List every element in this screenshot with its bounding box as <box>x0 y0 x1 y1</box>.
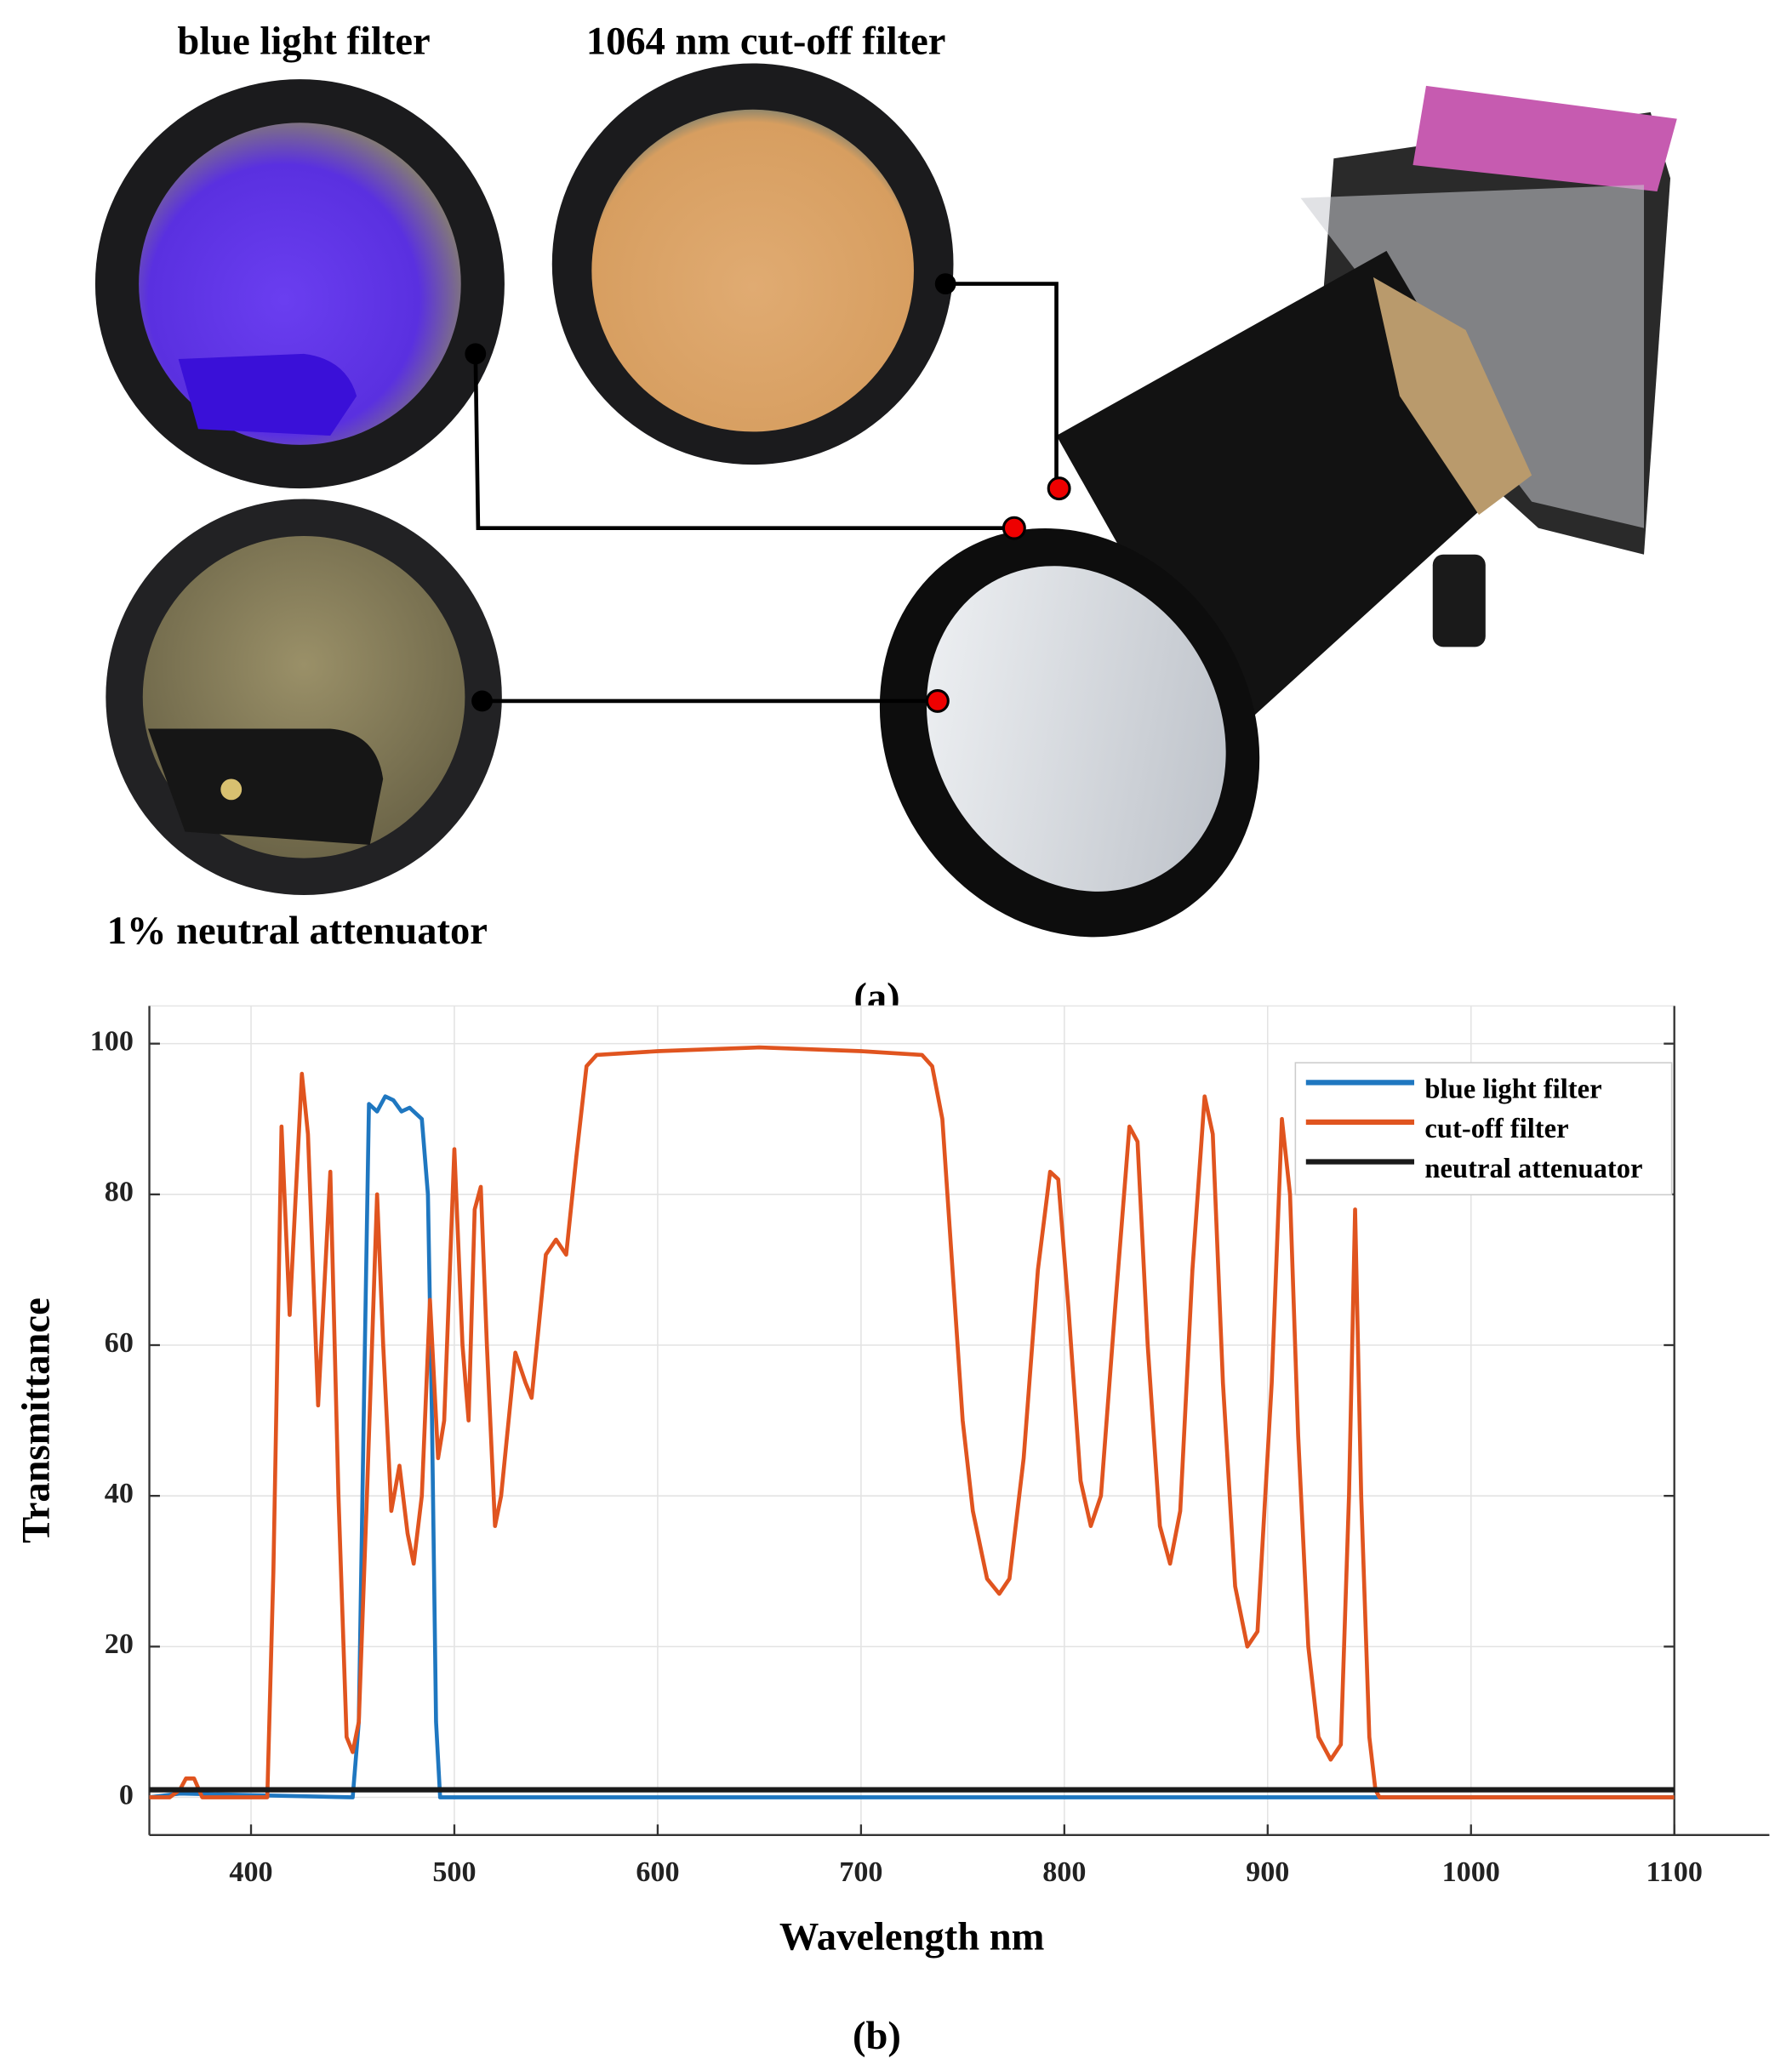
filter-glass <box>591 109 914 432</box>
x-axis-title: Wavelength nm <box>779 1916 1045 1959</box>
y-tick-label: 0 <box>119 1779 134 1811</box>
label: 1064 nm cut-off filter <box>586 20 946 63</box>
x-tick-label: 1000 <box>1442 1856 1500 1888</box>
legend-label: blue light filter <box>1424 1075 1601 1105</box>
lens-ring <box>1373 277 1532 516</box>
y-tick-label: 20 <box>105 1628 134 1660</box>
series-line <box>149 1045 1675 1799</box>
camera-back <box>1412 85 1677 191</box>
x-tick-label: 500 <box>432 1856 476 1888</box>
dot <box>465 343 487 365</box>
panel-label: (b) <box>853 2015 901 2058</box>
connector <box>945 282 1059 489</box>
y-tick-label: 100 <box>90 1025 134 1057</box>
series-line <box>149 1094 1675 1799</box>
dot <box>934 273 956 295</box>
label: blue light filter <box>177 20 430 63</box>
label: 1% neutral attenuator <box>107 910 488 953</box>
y-tick-label: 80 <box>105 1177 134 1208</box>
y-tick-label: 40 <box>105 1478 134 1509</box>
legend-label: cut-off filter <box>1424 1114 1568 1144</box>
x-tick-label: 800 <box>1042 1856 1086 1888</box>
connector <box>473 353 1014 530</box>
dot <box>925 688 950 713</box>
x-tick-label: 1100 <box>1646 1856 1703 1888</box>
reflection <box>178 353 357 436</box>
dot <box>471 690 493 712</box>
legend-label: neutral attenuator <box>1424 1154 1642 1184</box>
lens-glass <box>926 566 1226 892</box>
reflection <box>220 778 243 801</box>
photo-panel: blue light filter 1064 nm cut-off filter… <box>94 20 1677 2058</box>
x-tick-label: 700 <box>839 1856 882 1888</box>
y-tick-label: 60 <box>105 1327 134 1359</box>
x-tick-label: 900 <box>1246 1856 1289 1888</box>
lens-screw <box>1432 554 1486 647</box>
x-tick-label: 600 <box>636 1856 679 1888</box>
y-axis-title: Transmittance <box>14 1297 58 1543</box>
reflection <box>147 728 384 846</box>
x-tick-label: 400 <box>229 1856 272 1888</box>
chart: 0 20 40 60 80 100 400 500 600 700 800 900 1000 1100 Wa… <box>14 1005 1770 1959</box>
dot <box>1002 516 1026 540</box>
dot <box>1047 476 1071 501</box>
